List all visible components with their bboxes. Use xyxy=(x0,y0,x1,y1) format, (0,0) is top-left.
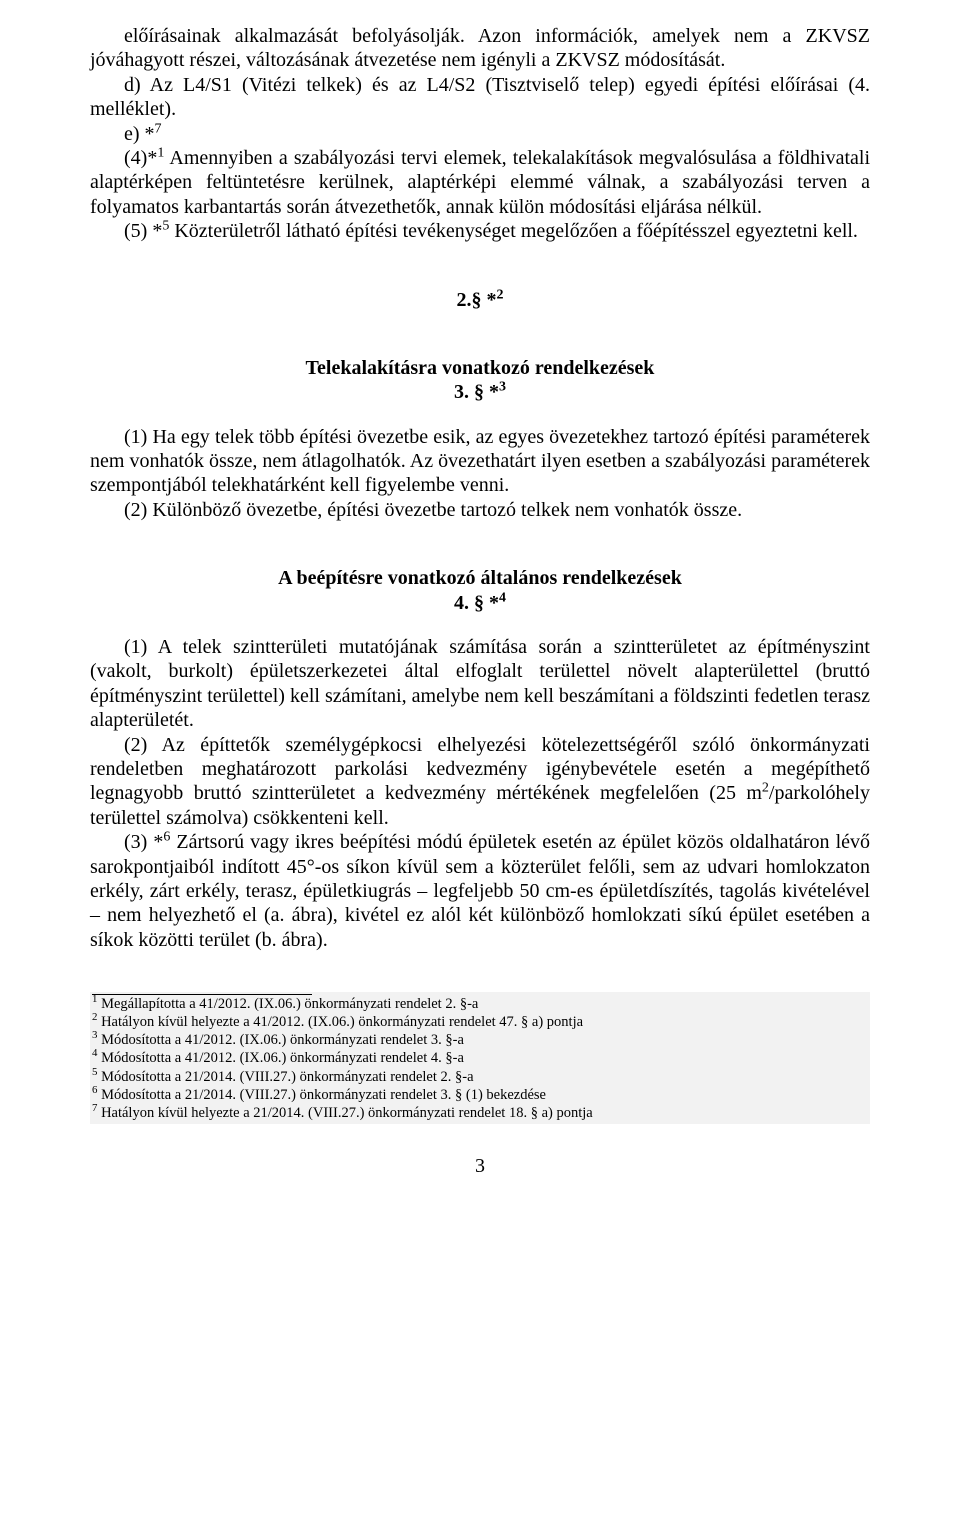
section-4-number: 4. § *4 xyxy=(90,591,870,615)
footnotes-block: 1 Megállapította a 41/2012. (IX.06.) önk… xyxy=(90,992,870,1124)
footnote-ref-7: 7 xyxy=(155,121,162,136)
section-2-prefix: 2.§ * xyxy=(457,289,497,311)
paragraph-5-text: Közterületről látható építési tevékenysé… xyxy=(169,220,858,242)
footnote-2-text: Hatályon kívül helyezte a 41/2012. (IX.0… xyxy=(97,1014,583,1030)
section-3-prefix: 3. § * xyxy=(454,381,499,403)
section-4-p3: (3) *6 Zártsorú vagy ikres beépítési mód… xyxy=(90,830,870,952)
section-4-p3-text: Zártsorú vagy ikres beépítési módú épüle… xyxy=(90,831,870,951)
paragraph-4-prefix: (4)* xyxy=(124,147,157,169)
section-3-p1: (1) Ha egy telek több építési övezetbe e… xyxy=(90,425,870,498)
section-3-title: Telekalakításra vonatkozó rendelkezések xyxy=(90,356,870,380)
footnote-6-text: Módosította a 21/2014. (VIII.27.) önkorm… xyxy=(97,1087,546,1103)
paragraph-intro: előírásainak alkalmazását befolyásolják.… xyxy=(90,24,870,73)
paragraph-d: d) Az L4/S1 (Vitézi telkek) és az L4/S2 … xyxy=(90,73,870,122)
document-page: előírásainak alkalmazását befolyásolják.… xyxy=(0,0,960,1525)
paragraph-5-prefix: (5) * xyxy=(124,220,162,242)
section-4-p2-a: (2) Az építtetők személygépkocsi elhelye… xyxy=(90,734,870,805)
section-3-number: 3. § *3 xyxy=(90,380,870,404)
footnote-3: 3 Módosította a 41/2012. (IX.06.) önkorm… xyxy=(92,1031,868,1049)
paragraph-4: (4)*1 Amennyiben a szabályozási tervi el… xyxy=(90,146,870,219)
footnote-1: 1 Megállapította a 41/2012. (IX.06.) önk… xyxy=(92,995,868,1013)
footnote-ref-2: 2 xyxy=(497,287,504,302)
footnote-1-text: Megállapította a 41/2012. (IX.06.) önkor… xyxy=(97,996,478,1012)
section-4-p3-prefix: (3) * xyxy=(124,831,163,853)
footnote-2: 2 Hatályon kívül helyezte a 41/2012. (IX… xyxy=(92,1013,868,1031)
footnote-4: 4 Módosította a 41/2012. (IX.06.) önkorm… xyxy=(92,1049,868,1067)
footnote-4-text: Módosította a 41/2012. (IX.06.) önkormán… xyxy=(97,1050,463,1066)
section-3-p2: (2) Különböző övezetbe, építési övezetbe… xyxy=(90,498,870,522)
footnote-6: 6 Módosította a 21/2014. (VIII.27.) önko… xyxy=(92,1086,868,1104)
paragraph-e-prefix: e) * xyxy=(124,123,155,145)
section-4-p1: (1) A telek szintterületi mutatójának sz… xyxy=(90,635,870,733)
section-2-number: 2.§ *2 xyxy=(90,288,870,312)
footnote-7-text: Hatályon kívül helyezte a 21/2014. (VIII… xyxy=(97,1105,592,1121)
footnote-7: 7 Hatályon kívül helyezte a 21/2014. (VI… xyxy=(92,1104,868,1122)
footnote-5-text: Módosította a 21/2014. (VIII.27.) önkorm… xyxy=(97,1069,473,1085)
footnote-ref-4: 4 xyxy=(499,590,506,605)
paragraph-4-text: Amennyiben a szabályozási tervi elemek, … xyxy=(90,147,870,218)
section-4-title: A beépítésre vonatkozó általános rendelk… xyxy=(90,566,870,590)
section-4-prefix: 4. § * xyxy=(454,592,499,614)
footnote-5: 5 Módosította a 21/2014. (VIII.27.) önko… xyxy=(92,1068,868,1086)
paragraph-5: (5) *5 Közterületről látható építési tev… xyxy=(90,219,870,243)
paragraph-e: e) *7 xyxy=(90,122,870,146)
footnote-ref-3: 3 xyxy=(499,380,506,395)
footnote-3-text: Módosította a 41/2012. (IX.06.) önkormán… xyxy=(97,1032,463,1048)
page-number: 3 xyxy=(90,1154,870,1178)
section-4-p2: (2) Az építtetők személygépkocsi elhelye… xyxy=(90,733,870,831)
sqm-sup: 2 xyxy=(762,781,769,796)
